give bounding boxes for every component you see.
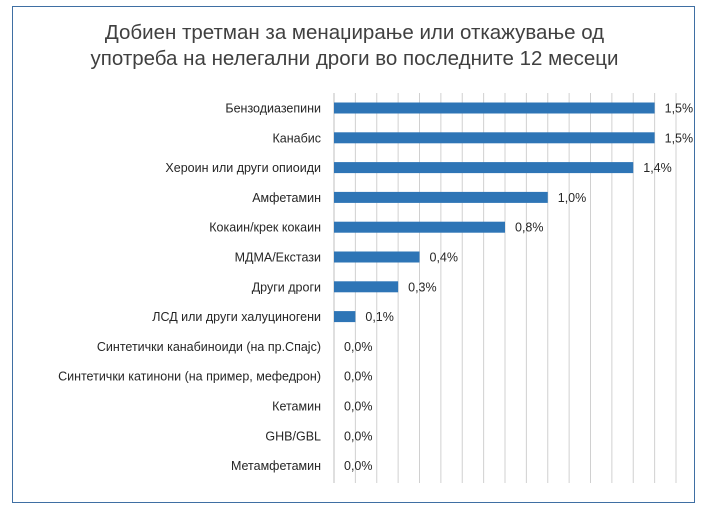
category-label: ЛСД или други халуциногени — [152, 310, 321, 324]
category-label: GHB/GBL — [265, 429, 321, 443]
value-label: 0,1% — [365, 310, 394, 324]
category-label: Кетамин — [272, 400, 321, 414]
value-label: 0,3% — [408, 280, 437, 294]
value-label: 1,0% — [558, 191, 587, 205]
value-label: 0,0% — [344, 370, 373, 384]
bar — [334, 162, 634, 174]
chart-title-line-1: Добиен третман за менаџирање или откажув… — [104, 21, 605, 44]
bar — [334, 191, 548, 203]
chart-title: Добиен третман за менаџирање или откажув… — [0, 20, 709, 72]
value-label: 1,5% — [665, 131, 694, 145]
bars — [334, 102, 655, 323]
category-labels: Бензодиазепини Канабис Хероин или други оп… — [58, 102, 321, 474]
value-label: 0,8% — [515, 221, 544, 235]
value-labels: 1,5% 1,5% 1,4% 1,0% 0,8% 0,4% 0,3% 0,1% 0,0% 0,0%… — [344, 102, 693, 474]
bar — [334, 281, 399, 293]
category-label: Метамфетамин — [231, 459, 321, 473]
value-label: 0,4% — [430, 251, 459, 265]
category-label: Амфетамин — [252, 191, 321, 205]
category-label: Канабис — [273, 131, 321, 145]
value-label: 1,4% — [643, 161, 672, 175]
value-label: 0,0% — [344, 459, 373, 473]
value-label: 0,0% — [344, 340, 373, 354]
bar — [334, 221, 505, 233]
category-label: МДМА/Екстази — [235, 251, 321, 265]
category-label: Хероин или други опиоиди — [165, 161, 321, 175]
category-label: Бензодиазепини — [225, 102, 321, 116]
bar — [334, 251, 420, 263]
bar — [334, 102, 655, 114]
bar — [334, 132, 655, 144]
category-label: Синтетички катинони (на пример, мефедрон… — [58, 370, 321, 384]
bar — [334, 311, 356, 323]
category-label: Кокаин/крек кокаин — [209, 221, 321, 235]
category-label: Синтетички канабиноиди (на пр.Спајс) — [97, 340, 321, 354]
value-label: 0,0% — [344, 400, 373, 414]
value-label: 1,5% — [665, 102, 694, 116]
chart-title-line-2: употреба на нелегални дроги во последнит… — [90, 47, 619, 70]
category-label: Други дроги — [252, 280, 321, 294]
value-label: 0,0% — [344, 429, 373, 443]
